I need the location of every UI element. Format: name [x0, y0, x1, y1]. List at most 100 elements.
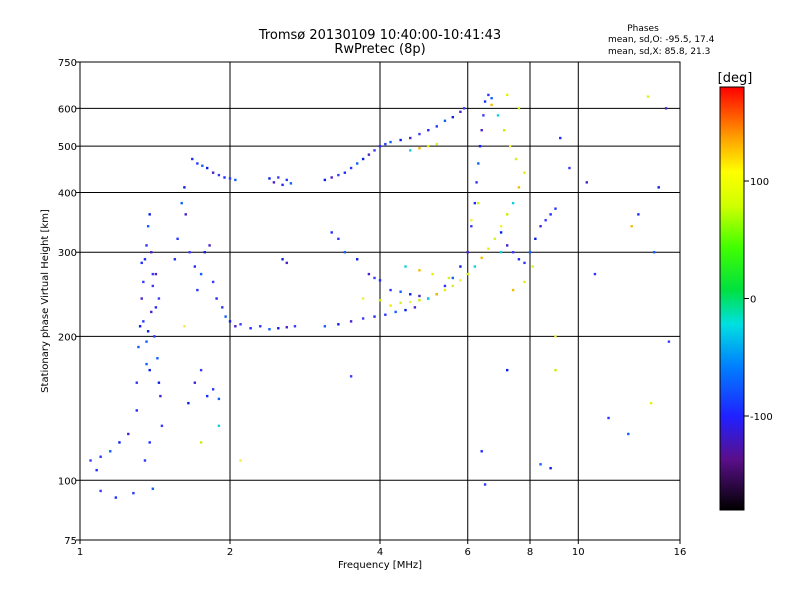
phase-point: [193, 265, 197, 268]
colorbar-label: [deg]: [718, 71, 753, 86]
phase-point: [389, 288, 392, 292]
phase-point: [201, 164, 204, 167]
phase-point: [361, 297, 365, 300]
phase-point: [544, 219, 547, 222]
phase-point: [409, 293, 412, 296]
phase-point: [378, 299, 382, 302]
phase-point: [549, 213, 552, 216]
phase-point: [199, 368, 203, 372]
phase-point: [451, 276, 455, 280]
phase-point: [211, 388, 215, 391]
phase-point: [505, 244, 509, 247]
phase-point: [140, 261, 143, 265]
phase-point: [154, 306, 158, 309]
phase-point: [249, 327, 252, 330]
phase-point: [95, 468, 98, 472]
phase-point: [330, 176, 333, 179]
phase-point: [657, 186, 660, 189]
phase-point: [554, 368, 557, 372]
phase-stats-heading: Phases: [627, 24, 659, 34]
phase-point: [118, 441, 121, 444]
phase-point: [511, 201, 515, 205]
phase-point: [511, 251, 515, 254]
phase-point: [378, 144, 382, 148]
phase-stats-x: mean, sd,X: 85.8, 21.3: [608, 47, 710, 57]
phase-point: [285, 178, 288, 182]
phase-point: [490, 96, 493, 100]
phase-point: [418, 299, 421, 302]
phase-point: [607, 416, 610, 420]
phase-point: [199, 441, 203, 444]
phase-point: [323, 325, 327, 328]
colorbar: [719, 86, 745, 511]
phase-point: [502, 128, 506, 132]
x-tick-label: 4: [377, 547, 383, 558]
phase-point: [435, 125, 438, 128]
phase-point: [138, 325, 142, 328]
phase-point: [435, 142, 438, 146]
phase-point: [554, 207, 557, 210]
phase-point: [114, 496, 118, 499]
phase-point: [148, 213, 151, 216]
phase-point: [451, 284, 455, 288]
phase-point: [191, 157, 194, 161]
phase-point: [496, 114, 500, 117]
phase-point: [146, 225, 150, 228]
phase-point: [373, 149, 376, 152]
x-tick-label: 16: [674, 547, 687, 558]
phase-point: [153, 335, 156, 338]
phase-point: [183, 325, 186, 328]
phase-point: [239, 459, 242, 462]
phase-point: [224, 315, 227, 318]
phase-point: [470, 219, 473, 222]
phase-point: [156, 357, 159, 360]
phase-point: [431, 272, 434, 276]
phase-point: [483, 100, 487, 103]
phase-point: [443, 284, 447, 288]
phase-point: [554, 335, 557, 338]
phase-point: [367, 272, 371, 276]
phase-point: [534, 237, 537, 241]
phase-point: [399, 301, 402, 305]
phase-point: [389, 304, 392, 307]
phase-point: [293, 325, 297, 328]
phase-point: [183, 186, 186, 189]
phase-point: [228, 177, 232, 180]
phase-point: [208, 244, 211, 247]
phase-point: [418, 147, 421, 150]
phase-point: [234, 178, 237, 182]
phase-point: [215, 297, 218, 300]
phase-point: [373, 276, 376, 280]
phase-point: [549, 466, 552, 470]
phase-point: [505, 93, 509, 97]
y-tick-label: 600: [58, 104, 77, 115]
phase-point: [184, 213, 187, 216]
data-points: [89, 93, 671, 499]
x-axis-label: Frequency [MHz]: [338, 560, 422, 571]
x-tick-label: 6: [465, 547, 471, 558]
phase-point: [159, 394, 162, 398]
phase-point: [173, 258, 177, 261]
phase-point: [646, 95, 650, 98]
phase-point: [142, 280, 145, 284]
colorbar-ticks: 100 0 -100: [744, 177, 773, 423]
phase-point: [277, 176, 280, 179]
colorbar-tick-label: 100: [750, 177, 769, 188]
phase-point: [493, 237, 497, 241]
phase-point: [517, 258, 521, 261]
phase-point: [188, 251, 191, 254]
phase-point: [99, 489, 102, 493]
phase-point: [409, 136, 412, 140]
phase-point: [399, 290, 402, 293]
phase-point: [217, 397, 221, 401]
phase-point: [652, 251, 656, 254]
phase-point: [150, 251, 153, 254]
phase-point: [508, 144, 512, 148]
phase-point: [196, 288, 199, 292]
phase-point: [277, 327, 280, 330]
phase-point: [343, 251, 347, 254]
phase-point: [435, 293, 438, 296]
phase-point: [499, 225, 503, 228]
phase-point: [447, 276, 451, 280]
